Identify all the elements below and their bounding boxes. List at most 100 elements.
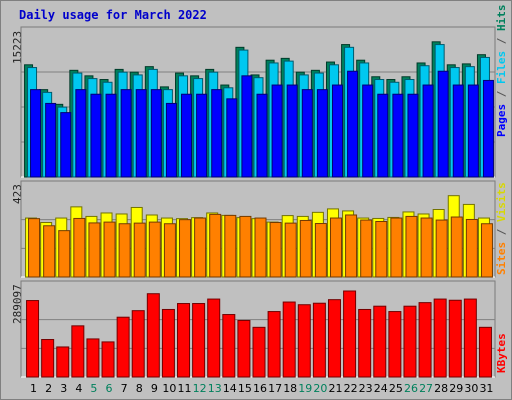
bar-sites-day-14 (224, 214, 237, 278)
bar-sites-day-21 (329, 217, 342, 278)
day-label-5: 5 (90, 382, 97, 395)
bar-sites-day-10 (163, 223, 176, 278)
bar-sites-day-29 (450, 216, 463, 278)
bar-kbytes-day-29 (448, 299, 462, 378)
day-label-18: 18 (283, 382, 297, 395)
bar-kbytes-day-13 (207, 298, 221, 378)
day-label-21: 21 (328, 382, 342, 395)
bar-pages-day-21 (331, 84, 343, 178)
bar-kbytes-day-8 (131, 310, 145, 378)
bar-kbytes-day-24 (373, 305, 387, 378)
bar-kbytes-day-26 (403, 305, 417, 378)
bar-kbytes-day-31 (478, 326, 492, 378)
bar-pages-day-31 (482, 79, 494, 178)
bar-sites-day-4 (73, 217, 86, 278)
bar-pages-day-11 (181, 93, 193, 178)
day-label-12: 12 (193, 382, 207, 395)
bar-pages-day-29 (452, 84, 464, 178)
bar-sites-day-20 (314, 223, 327, 278)
bar-pages-day-15 (241, 75, 253, 178)
day-label-22: 22 (344, 382, 358, 395)
day-label-25: 25 (389, 382, 403, 395)
bar-sites-day-28 (435, 219, 448, 278)
day-label-13: 13 (208, 382, 222, 395)
bar-kbytes-day-21 (327, 299, 341, 378)
panel-pages-files-hits (20, 26, 496, 178)
bar-kbytes-day-23 (358, 308, 372, 378)
bar-pages-day-3 (60, 112, 72, 178)
bar-pages-day-6 (105, 93, 117, 178)
bar-kbytes-day-20 (312, 302, 326, 378)
bar-kbytes-day-5 (86, 338, 100, 378)
bar-pages-day-12 (196, 93, 208, 178)
bar-kbytes-day-12 (192, 303, 206, 378)
day-label-1: 1 (30, 382, 37, 395)
bar-kbytes-day-25 (388, 311, 402, 378)
bar-pages-day-5 (90, 93, 102, 178)
day-label-14: 14 (223, 382, 237, 395)
bar-kbytes-day-18 (282, 301, 296, 378)
bar-sites-day-16 (254, 217, 267, 278)
day-label-27: 27 (419, 382, 433, 395)
bar-sites-day-23 (360, 219, 373, 278)
bar-sites-day-11 (179, 219, 192, 278)
bar-pages-day-19 (301, 89, 313, 178)
bar-pages-day-25 (392, 93, 404, 178)
bar-pages-day-16 (256, 93, 268, 178)
bar-pages-day-26 (407, 93, 419, 178)
day-label-19: 19 (298, 382, 312, 395)
bar-pages-day-8 (135, 89, 147, 178)
bar-sites-day-22 (345, 214, 358, 278)
bar-sites-day-31 (480, 223, 493, 278)
bar-pages-day-2 (45, 102, 57, 178)
day-label-3: 3 (60, 382, 67, 395)
day-label-2: 2 (45, 382, 52, 395)
bar-pages-day-20 (316, 89, 328, 178)
bar-pages-day-13 (211, 89, 223, 178)
bar-kbytes-day-9 (146, 293, 160, 378)
panel-kbytes (20, 280, 496, 378)
bar-kbytes-day-14 (222, 314, 236, 378)
bar-kbytes-day-2 (41, 339, 55, 378)
bar-kbytes-day-27 (418, 302, 432, 378)
bar-kbytes-day-10 (161, 308, 175, 378)
bar-sites-day-15 (239, 215, 252, 278)
bar-pages-day-1 (30, 89, 42, 178)
day-label-6: 6 (106, 382, 113, 395)
day-label-15: 15 (238, 382, 252, 395)
day-label-26: 26 (404, 382, 418, 395)
day-label-29: 29 (449, 382, 463, 395)
day-label-31: 31 (479, 382, 493, 395)
bar-sites-day-17 (269, 222, 282, 278)
bar-kbytes-day-4 (71, 325, 85, 378)
bar-pages-day-30 (467, 84, 479, 178)
bar-sites-day-30 (465, 218, 478, 278)
bar-sites-day-25 (390, 217, 403, 278)
bar-kbytes-day-1 (26, 300, 40, 378)
bar-kbytes-day-30 (463, 298, 477, 378)
bar-kbytes-day-19 (297, 304, 311, 378)
day-label-10: 10 (162, 382, 176, 395)
bar-sites-day-9 (148, 221, 161, 278)
chart-title: Daily usage for March 2022 (19, 8, 207, 22)
bar-kbytes-day-22 (343, 290, 357, 378)
day-label-7: 7 (121, 382, 128, 395)
bar-sites-day-7 (118, 223, 131, 278)
bar-pages-day-4 (75, 89, 87, 178)
day-label-23: 23 (359, 382, 373, 395)
day-label-11: 11 (178, 382, 192, 395)
bar-kbytes-day-17 (267, 311, 281, 378)
bar-pages-day-27 (422, 84, 434, 178)
bar-pages-day-22 (347, 70, 359, 178)
bar-kbytes-day-11 (177, 303, 191, 378)
bar-pages-day-7 (120, 89, 132, 178)
day-label-28: 28 (434, 382, 448, 395)
bar-kbytes-day-3 (56, 346, 70, 378)
bar-sites-day-19 (299, 219, 312, 278)
day-label-24: 24 (374, 382, 388, 395)
panel-visits-sites (20, 180, 496, 278)
bar-pages-day-17 (271, 84, 283, 178)
bar-sites-day-13 (209, 213, 222, 278)
day-label-16: 16 (253, 382, 267, 395)
